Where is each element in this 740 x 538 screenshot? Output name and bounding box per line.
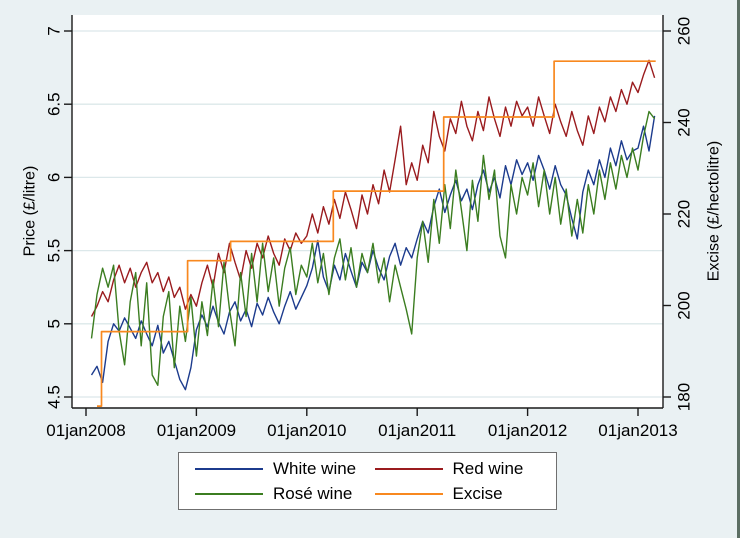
legend-entry-excise: Excise — [369, 484, 549, 504]
y-left-tick-label: 5 — [45, 319, 64, 328]
legend-label-rose-wine: Rosé wine — [273, 483, 353, 503]
red-wine-line-swatch — [374, 467, 443, 470]
chart-legend: White wine Red wine Rosé wine Excise — [178, 452, 557, 510]
rose-wine-line-swatch — [195, 492, 263, 495]
y-left-tick-label: 6.5 — [45, 92, 64, 116]
y-right-tick-label: 240 — [675, 108, 694, 136]
y-right-tick-label: 220 — [675, 200, 694, 228]
y-left-tick-label: 6 — [45, 173, 64, 182]
x-tick-label: 01jan2011 — [378, 421, 456, 440]
legend-label-excise: Excise — [452, 483, 503, 503]
white-wine-line — [90, 115, 656, 391]
y-right-tick-label: 260 — [675, 17, 694, 45]
data-series — [90, 59, 656, 407]
legend-label-white-wine: White wine — [273, 458, 357, 478]
excise-line-swatch — [374, 492, 443, 495]
y-left-tick-label: 5.5 — [45, 239, 64, 263]
left-axis-title: Price (£/litre) — [22, 166, 39, 257]
excise-line — [97, 60, 656, 407]
legend-entry-rose-wine: Rosé wine — [189, 484, 369, 504]
x-tick-label: 01jan2012 — [488, 421, 567, 440]
white-wine-line-swatch — [195, 467, 263, 470]
y-left-tick-label: 7 — [45, 26, 64, 35]
x-tick-label: 01jan2010 — [267, 421, 346, 440]
red-wine-line — [90, 59, 656, 317]
x-tick-label: 01jan2008 — [46, 421, 125, 440]
legend-label-red-wine: Red wine — [452, 458, 524, 478]
x-tick-label: 01jan2013 — [598, 421, 677, 440]
legend-entry-red-wine: Red wine — [369, 459, 549, 479]
x-tick-label: 01jan2009 — [157, 421, 236, 440]
y-left-tick-label: 4.5 — [45, 385, 64, 409]
ros-wine-line — [90, 110, 656, 386]
y-right-tick-label: 200 — [675, 291, 694, 319]
y-right-tick-label: 180 — [675, 383, 694, 411]
legend-entry-white-wine: White wine — [189, 459, 369, 479]
axes: 4.5 5 5.5 6 6.5 7 180 200 220 240 260 01jan2008 01ja… — [45, 15, 694, 440]
screenshot-right-edge — [737, 0, 740, 538]
right-axis-title: Excise (£/hectolitre) — [706, 141, 723, 282]
